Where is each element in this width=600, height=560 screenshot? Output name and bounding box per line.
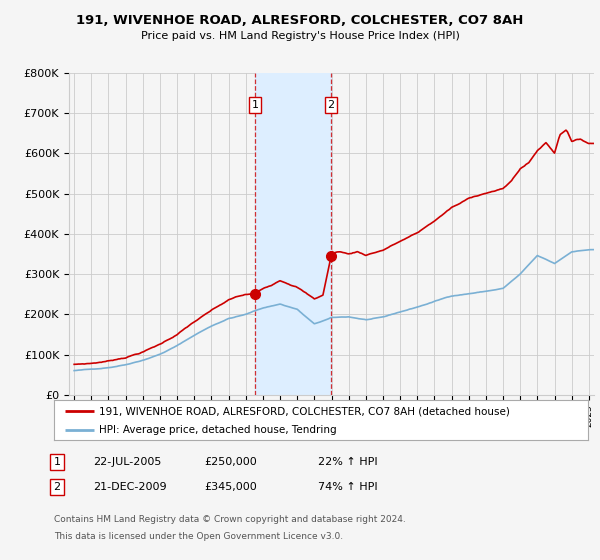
- Text: 22-JUL-2005: 22-JUL-2005: [93, 457, 161, 467]
- Text: This data is licensed under the Open Government Licence v3.0.: This data is licensed under the Open Gov…: [54, 532, 343, 541]
- Text: 74% ↑ HPI: 74% ↑ HPI: [318, 482, 377, 492]
- Text: HPI: Average price, detached house, Tendring: HPI: Average price, detached house, Tend…: [100, 425, 337, 435]
- Text: £345,000: £345,000: [204, 482, 257, 492]
- Text: 21-DEC-2009: 21-DEC-2009: [93, 482, 167, 492]
- Bar: [255, 73, 331, 395]
- Text: Price paid vs. HM Land Registry's House Price Index (HPI): Price paid vs. HM Land Registry's House …: [140, 31, 460, 41]
- Text: 191, WIVENHOE ROAD, ALRESFORD, COLCHESTER, CO7 8AH: 191, WIVENHOE ROAD, ALRESFORD, COLCHESTE…: [76, 14, 524, 27]
- Text: 191, WIVENHOE ROAD, ALRESFORD, COLCHESTER, CO7 8AH (detached house): 191, WIVENHOE ROAD, ALRESFORD, COLCHESTE…: [100, 407, 510, 417]
- Text: 1: 1: [53, 457, 61, 467]
- Text: 22% ↑ HPI: 22% ↑ HPI: [318, 457, 377, 467]
- Text: Contains HM Land Registry data © Crown copyright and database right 2024.: Contains HM Land Registry data © Crown c…: [54, 515, 406, 524]
- Text: 2: 2: [53, 482, 61, 492]
- Text: 2: 2: [328, 100, 335, 110]
- Text: £250,000: £250,000: [204, 457, 257, 467]
- Text: 1: 1: [251, 100, 259, 110]
